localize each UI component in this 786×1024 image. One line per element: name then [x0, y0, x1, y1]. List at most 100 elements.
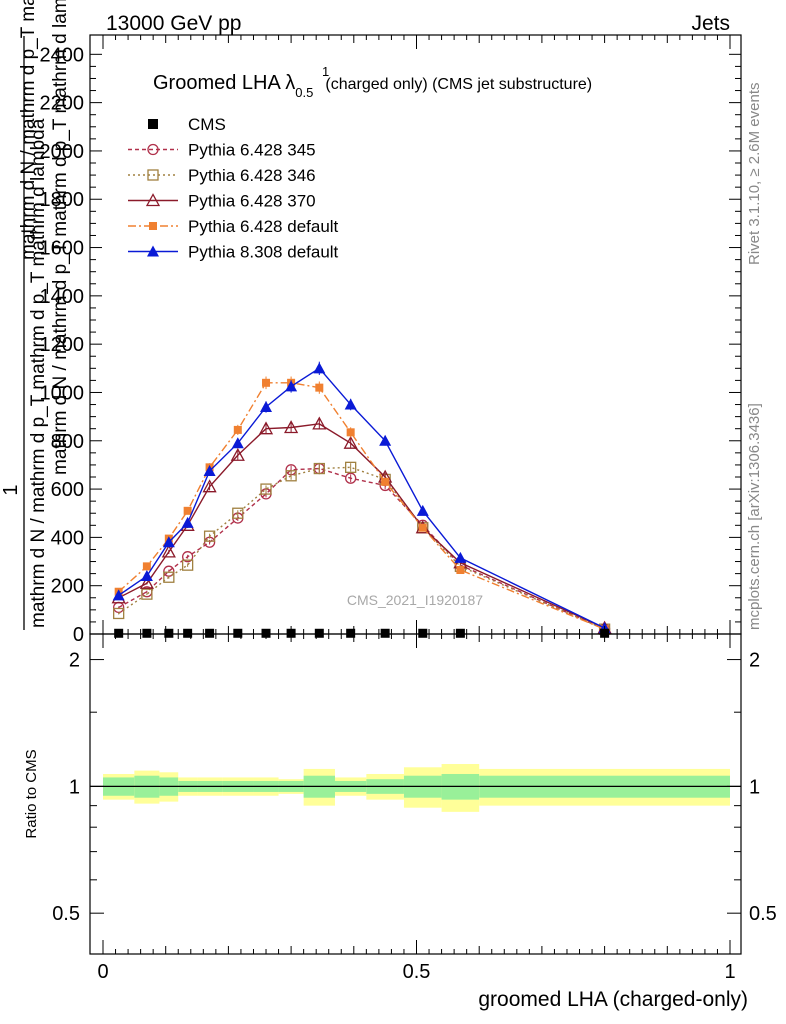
y-tick-label: 1400	[40, 286, 85, 308]
data-point	[181, 516, 194, 528]
data-point	[313, 462, 325, 475]
ratio-tick-label-right: 0.5	[749, 903, 777, 925]
x-axis-label: groomed LHA (charged-only)	[478, 988, 748, 1011]
data-point	[149, 222, 157, 230]
ratio-tick-label-left: 2	[69, 650, 80, 672]
y-tick-label: 0	[73, 624, 84, 646]
chart-title: Groomed LHA λ0.5 (charged only) (CMS jet …	[153, 72, 592, 100]
legend-label: Pythia 8.308 default	[188, 243, 339, 262]
legend-label: Pythia 6.428 370	[188, 192, 316, 211]
legend-label-cms: CMS	[188, 115, 226, 134]
chart-title-sub: 0.5	[295, 85, 313, 100]
data-point	[379, 434, 392, 446]
data-point	[230, 447, 245, 461]
y-tick-label: 2200	[40, 93, 85, 115]
analysis-watermark: CMS_2021_I1920187	[347, 592, 483, 608]
data-point	[346, 428, 355, 437]
legend-label: Pythia 6.428 346	[188, 166, 316, 185]
data-point	[343, 435, 358, 449]
series-line	[118, 382, 605, 630]
data-point	[202, 479, 217, 493]
mcplots-site-label: mcplots.cern.ch [arXiv:1306.3436]	[746, 403, 763, 630]
data-point	[147, 245, 159, 257]
header-left: 13000 GeV pp	[106, 12, 241, 35]
legend-label: Pythia 6.428 345	[188, 141, 316, 160]
data-point	[344, 398, 357, 410]
legend-marker-cms	[148, 119, 158, 129]
y-tick-label: 2000	[40, 141, 85, 163]
data-point	[113, 607, 125, 620]
data-point	[141, 588, 153, 600]
ratio-tick-label-left: 1	[69, 776, 80, 798]
ratio-tick-label-right: 1	[749, 776, 760, 798]
main-panel: 0 200 400 600 800 1000 1200 1400 1600 1800 2000 220…	[40, 34, 742, 954]
data-point	[381, 477, 390, 486]
data-point	[181, 559, 194, 571]
legend: CMS Pythia 6.428 345 Pythia 6.428 346 Pythi…	[128, 115, 339, 262]
x-tick-label: 0.5	[403, 961, 431, 983]
data-point	[260, 483, 272, 495]
y-tick-label: 600	[51, 479, 84, 501]
cms-data-point	[114, 628, 124, 638]
data-point	[162, 536, 175, 548]
data-point	[203, 530, 216, 542]
y-axis-label: 1 mathrm d N / mathrm d p_T mathrm d p_T…	[0, 0, 71, 630]
y-tick-label: 1000	[40, 382, 85, 404]
data-point	[345, 472, 357, 484]
y-axis-label-overprint-1: mathrm d N / mathrm d p_T mathrm d p_T m…	[50, 0, 71, 475]
data-point	[231, 437, 244, 449]
data-point	[112, 589, 125, 601]
x-tick-label: 1	[724, 961, 735, 983]
series-line	[118, 367, 605, 629]
data-point	[456, 565, 465, 574]
legend-label: Pythia 6.428 default	[188, 217, 339, 236]
cms-data-point	[205, 628, 215, 638]
data-point	[183, 506, 192, 515]
data-point	[454, 551, 467, 563]
data-point	[203, 464, 216, 476]
cms-data-point	[346, 628, 356, 638]
data-point	[140, 570, 153, 582]
y-axis-label-overprint-2: mathrm d N / mathrm d p_T mathrm d p_T m…	[18, 0, 39, 260]
data-point	[418, 523, 427, 532]
y-tick-label: 400	[51, 527, 84, 549]
data-point	[139, 575, 154, 589]
data-point	[258, 421, 274, 435]
cms-data-point	[380, 628, 390, 638]
data-point	[181, 551, 194, 563]
data-point	[142, 562, 151, 571]
cms-data-point	[164, 628, 174, 638]
data-point	[147, 143, 159, 156]
y-tick-label: 1800	[40, 189, 85, 211]
data-point	[233, 425, 242, 434]
cms-data-point	[183, 628, 193, 638]
data-point	[147, 169, 159, 181]
data-point	[285, 470, 297, 482]
cms-data-point	[455, 628, 465, 638]
cms-data-point	[142, 628, 152, 638]
data-point	[163, 571, 175, 583]
data-point	[313, 362, 326, 374]
y-tick-label: 800	[51, 431, 84, 453]
y-tick-label: 1600	[40, 238, 85, 260]
ratio-tick-label-right: 2	[749, 650, 760, 672]
rivet-version-label: Rivet 3.1.10, ≥ 2.6M events	[746, 83, 763, 266]
data-point	[284, 420, 299, 434]
y-axis-label-denominator: mathrm d N / mathrm d p_T mathrm d p_T m…	[28, 118, 49, 628]
data-point	[345, 461, 357, 473]
data-point	[232, 507, 244, 519]
cms-data-point	[418, 628, 428, 638]
data-point	[161, 544, 176, 558]
chart-title-sup: 1	[322, 64, 329, 79]
series-line	[118, 467, 605, 630]
cms-data-point	[314, 628, 324, 638]
y-axis-label-numerator: 1	[0, 484, 22, 495]
chart-title-rest: (charged only) (CMS jet substructure)	[325, 76, 592, 93]
cms-data-point	[233, 628, 243, 638]
data-point	[416, 504, 429, 516]
data-point	[285, 380, 298, 392]
x-tick-label: 0	[97, 961, 108, 983]
ratio-panel: 0.5 0.5 1 1 2 2	[52, 633, 777, 955]
ratio-panel-frame	[89, 633, 742, 955]
